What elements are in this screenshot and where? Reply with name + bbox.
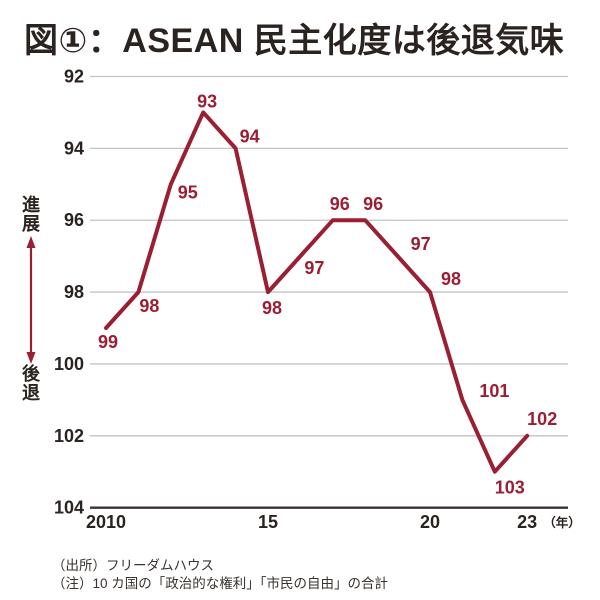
x-tick-label-2010: 2010: [86, 512, 126, 532]
arrow-down-icon: [26, 352, 36, 364]
data-point-label-2010: 99: [98, 332, 118, 352]
chart-title: 図①：ASEAN 民主化度は後退気味: [24, 22, 565, 60]
x-tick-label-2023: 23: [517, 512, 537, 532]
data-point-label-2018: 96: [363, 194, 383, 214]
y-tick-label-102: 102: [54, 426, 84, 446]
data-point-label-2015: 98: [262, 298, 282, 318]
x-axis-unit-label: （年）: [543, 515, 581, 530]
data-point-label-2014: 94: [240, 126, 260, 146]
data-point-label-2022: 103: [495, 478, 525, 498]
data-point-label-2023: 102: [527, 409, 557, 429]
data-point-label-2019: 97: [411, 234, 431, 254]
data-point-label-2016: 97: [304, 258, 324, 278]
y-tick-label-98: 98: [64, 282, 84, 302]
x-tick-label-2015: 15: [258, 512, 278, 532]
y-tick-label-100: 100: [54, 354, 84, 374]
y-tick-label-96: 96: [64, 210, 84, 230]
data-point-label-2012: 95: [178, 182, 198, 202]
data-point-label-2017: 96: [330, 194, 350, 214]
y-tick-label-92: 92: [64, 67, 84, 87]
direction-label-regress: 後退: [22, 363, 41, 403]
data-point-label-2020: 98: [441, 269, 461, 289]
direction-label-progress: 進展: [22, 194, 41, 234]
data-point-label-2011: 98: [139, 296, 159, 316]
data-point-label-2021: 101: [479, 381, 509, 401]
y-tick-label-94: 94: [64, 138, 84, 158]
x-tick-label-2020: 20: [420, 512, 440, 532]
arrow-up-icon: [26, 236, 36, 248]
method-note: （注）10 カ国の「政治的な権利」「市民の自由」の合計: [52, 575, 389, 591]
data-point-label-2013: 93: [197, 91, 217, 111]
chart-footnotes: （出所）フリーダムハウス （注）10 カ国の「政治的な権利」「市民の自由」の合計: [52, 557, 388, 592]
y-tick-label-104: 104: [54, 498, 84, 518]
source-note: （出所）フリーダムハウス: [52, 558, 214, 573]
data-series-line: [104, 110, 530, 474]
